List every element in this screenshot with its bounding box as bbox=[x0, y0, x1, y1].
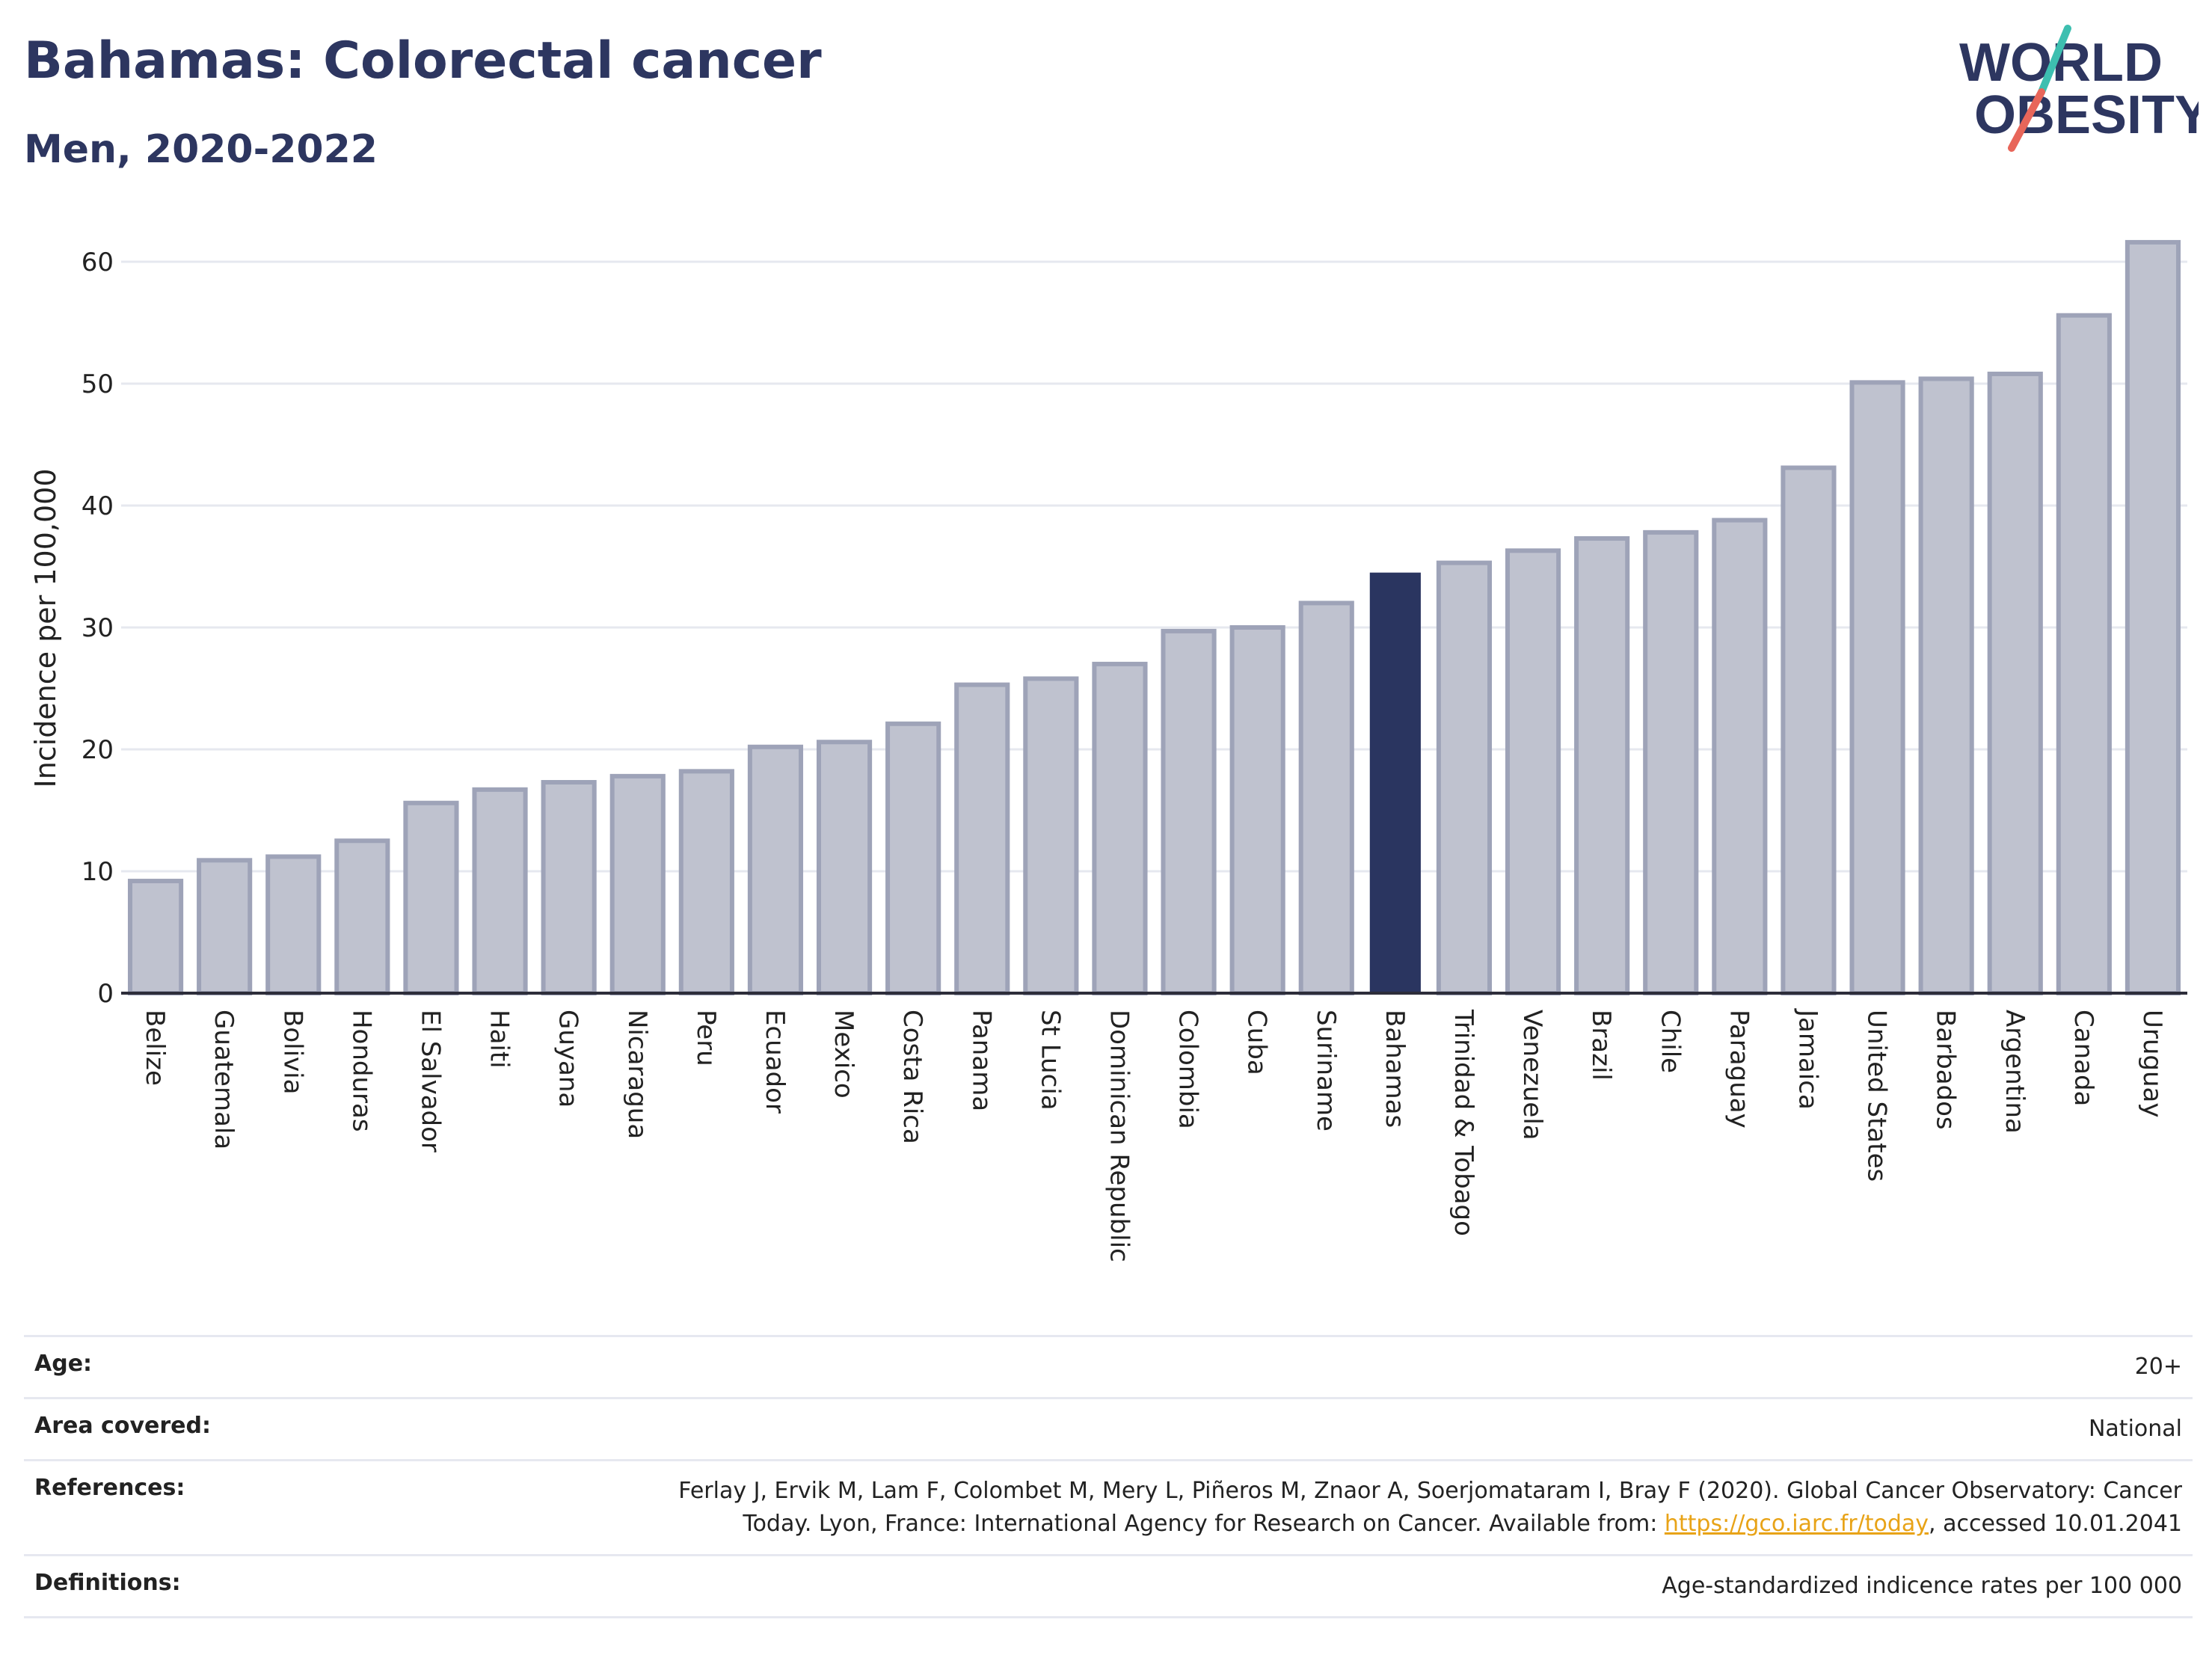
x-tick-label: Uruguay bbox=[2137, 1010, 2167, 1118]
bar-chart: 0 10 20 30 40 50 60 Belize Guatemala Bolivia Hond… bbox=[29, 239, 2187, 1262]
x-tick-label: Colombia bbox=[1173, 1010, 1203, 1129]
logo-slash-red bbox=[2008, 88, 2045, 152]
bar bbox=[2125, 239, 2181, 996]
bar bbox=[1918, 376, 1974, 996]
chart-title: Bahamas: Colorectal cancer bbox=[24, 31, 822, 90]
bar bbox=[954, 682, 1010, 995]
info-row-area: Area covered: National bbox=[24, 1398, 2193, 1461]
area-label: Area covered: bbox=[34, 1413, 211, 1439]
x-tick-label: United States bbox=[1862, 1010, 1892, 1182]
bar bbox=[265, 854, 322, 995]
bar bbox=[1849, 380, 1905, 995]
x-tick-label: Dominican Republic bbox=[1104, 1010, 1134, 1262]
references-label: References: bbox=[34, 1475, 185, 1501]
y-tick-label: 0 bbox=[97, 979, 114, 1009]
x-tick-label: Ecuador bbox=[760, 1010, 790, 1114]
bar bbox=[1092, 661, 1148, 996]
x-tick-label: Suriname bbox=[1311, 1010, 1341, 1132]
references-line-2-post: , accessed 10.01.2041 bbox=[1929, 1511, 2182, 1537]
bar bbox=[1161, 628, 1217, 995]
x-tick-label: Chile bbox=[1655, 1010, 1685, 1073]
y-tick-label: 40 bbox=[82, 491, 114, 521]
info-row-references: References: Ferlay J, Ervik M, Lam F, Co… bbox=[24, 1460, 2193, 1556]
x-tick-labels: Belize Guatemala Bolivia Honduras El Salvado… bbox=[140, 1008, 2167, 1262]
area-value: National bbox=[2088, 1416, 2182, 1442]
bar bbox=[1023, 676, 1079, 996]
x-tick-label: Cuba bbox=[1242, 1010, 1272, 1075]
references-value: Ferlay J, Ervik M, Lam F, Colombet M, Me… bbox=[344, 1461, 2193, 1556]
bar bbox=[1436, 560, 1493, 995]
bar bbox=[1229, 625, 1285, 995]
definitions-value: Age-standardized indicence rates per 100… bbox=[1662, 1573, 2182, 1599]
y-tick-label: 10 bbox=[82, 857, 114, 887]
x-tick-label: Honduras bbox=[346, 1010, 376, 1132]
info-table: Age: 20+ Area covered: National Referenc… bbox=[24, 1335, 2193, 1618]
age-label: Age: bbox=[34, 1351, 93, 1377]
x-tick-label: Trinidad & Tobago bbox=[1448, 1009, 1478, 1236]
bar bbox=[472, 787, 528, 996]
chart-subtitle: Men, 2020-2022 bbox=[24, 127, 378, 172]
y-tick-label: 20 bbox=[82, 735, 114, 765]
bar bbox=[403, 800, 459, 995]
bar bbox=[1712, 518, 1768, 995]
bar bbox=[1574, 536, 1630, 995]
y-tick-label: 30 bbox=[82, 613, 114, 643]
age-value: 20+ bbox=[2134, 1354, 2182, 1380]
world-obesity-logo: WORLD OBESITY bbox=[1959, 25, 2199, 152]
x-tick-label: El Salvador bbox=[415, 1010, 445, 1152]
y-tick-labels: 0 10 20 30 40 50 60 bbox=[82, 248, 114, 1009]
bar bbox=[885, 721, 941, 996]
y-tick-label: 50 bbox=[82, 369, 114, 399]
x-tick-label: Nicaragua bbox=[622, 1010, 652, 1139]
x-tick-label: Paraguay bbox=[1724, 1010, 1754, 1129]
bar bbox=[127, 879, 184, 996]
info-row-age: Age: 20+ bbox=[24, 1336, 2193, 1398]
bar bbox=[1987, 371, 2043, 995]
x-tick-label: St Lucia bbox=[1035, 1010, 1065, 1111]
bar bbox=[609, 773, 666, 995]
x-tick-label: Mexico bbox=[829, 1010, 858, 1099]
y-tick-label: 60 bbox=[82, 248, 114, 277]
x-tick-label: Panama bbox=[966, 1010, 996, 1111]
bar bbox=[197, 858, 253, 995]
x-tick-label: Argentina bbox=[2000, 1010, 2030, 1134]
references-line-2-pre: Today. Lyon, France: International Agenc… bbox=[743, 1511, 1665, 1537]
bar bbox=[678, 769, 734, 995]
x-tick-label: Peru bbox=[691, 1010, 721, 1066]
bars bbox=[127, 239, 2181, 996]
bar bbox=[1781, 465, 1837, 995]
x-tick-label: Belize bbox=[140, 1010, 170, 1086]
bar bbox=[334, 838, 390, 995]
bar bbox=[747, 744, 804, 995]
logo-line-2: OBESITY bbox=[1974, 85, 2199, 145]
x-tick-label: Canada bbox=[2068, 1010, 2098, 1106]
grid-lines bbox=[121, 260, 2187, 873]
info-row-definitions: Definitions: Age-standardized indicence … bbox=[24, 1555, 2193, 1618]
y-axis-title: Incidence per 100,000 bbox=[29, 468, 62, 787]
x-tick-label: Venezuela bbox=[1517, 1010, 1547, 1140]
x-tick-label: Jamaica bbox=[1792, 1008, 1822, 1110]
x-tick-label: Haiti bbox=[485, 1010, 514, 1069]
x-tick-label: Bahamas bbox=[1380, 1010, 1410, 1128]
x-tick-label: Bolivia bbox=[277, 1010, 307, 1094]
bar bbox=[816, 740, 873, 995]
definitions-label: Definitions: bbox=[34, 1570, 181, 1596]
x-tick-label: Barbados bbox=[1931, 1010, 1961, 1130]
bar bbox=[2056, 313, 2112, 996]
bar bbox=[1298, 601, 1354, 995]
bar bbox=[1505, 548, 1561, 995]
references-line-1: Ferlay J, Ervik M, Lam F, Colombet M, Me… bbox=[678, 1478, 2182, 1504]
logo-slash-teal bbox=[2038, 25, 2071, 96]
x-tick-label: Guatemala bbox=[209, 1010, 239, 1149]
bar bbox=[541, 780, 597, 995]
bar-highlight bbox=[1369, 572, 1421, 993]
bar bbox=[1643, 529, 1699, 995]
x-tick-label: Brazil bbox=[1586, 1010, 1616, 1081]
references-link[interactable]: https://gco.iarc.fr/today bbox=[1664, 1511, 1929, 1537]
x-tick-label: Guyana bbox=[553, 1010, 583, 1108]
x-tick-label: Costa Rica bbox=[897, 1010, 927, 1144]
